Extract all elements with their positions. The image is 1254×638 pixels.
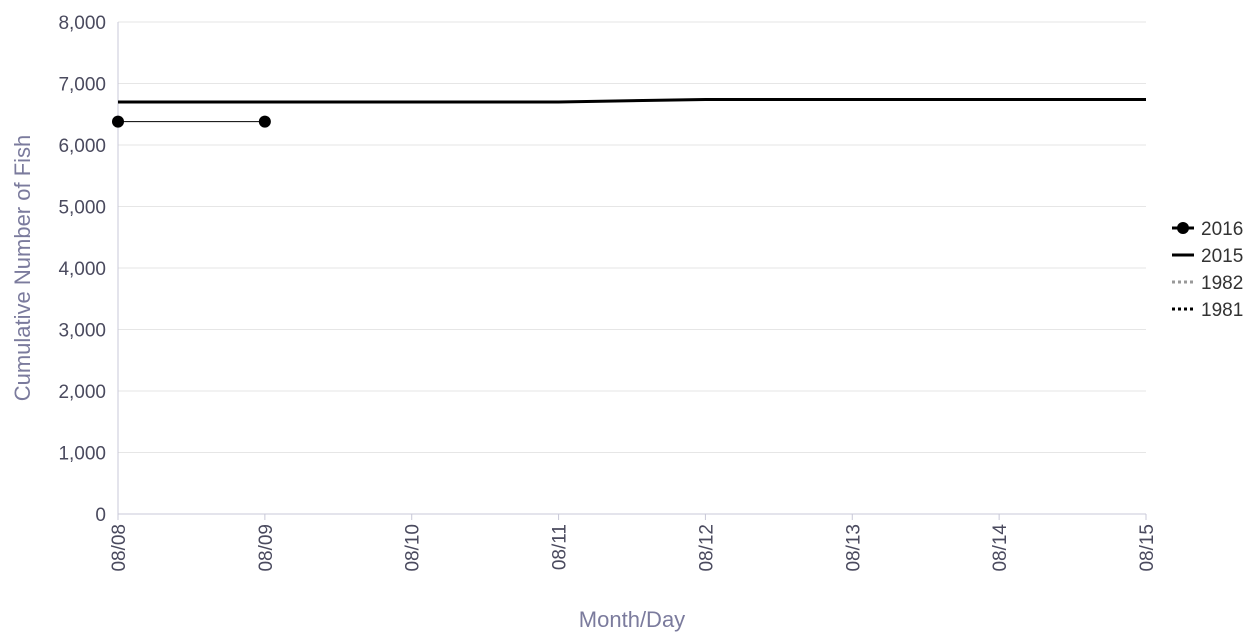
x-tick-label: 08/10: [403, 524, 424, 572]
legend-label: 2016: [1201, 219, 1243, 240]
x-tick-label: 08/11: [550, 524, 571, 570]
y-tick-label: 5,000: [58, 198, 106, 219]
y-tick-label: 1,000: [58, 444, 106, 465]
legend-item-2015[interactable]: 2015: [1172, 246, 1243, 267]
y-tick-label: 3,000: [58, 321, 106, 342]
y-tick-label: 8,000: [58, 13, 106, 34]
x-tick-label: 08/15: [1137, 524, 1158, 572]
x-axis-title: Month/Day: [579, 607, 685, 632]
legend-item-1982[interactable]: 1982: [1172, 273, 1243, 294]
y-tick-label: 4,000: [58, 259, 106, 280]
legend-item-2016[interactable]: 2016: [1172, 219, 1243, 240]
legend-label: 2015: [1201, 246, 1243, 267]
y-tick-label: 2,000: [58, 382, 106, 403]
x-tick-label: 08/08: [109, 524, 130, 572]
series-layer: [112, 97, 1146, 128]
series-point-2016: [112, 115, 124, 128]
grid-lines: [118, 21, 1146, 453]
legend-item-1981[interactable]: 1981: [1172, 300, 1243, 321]
x-tick-label: 08/09: [256, 524, 277, 572]
legend-marker: [1177, 222, 1189, 234]
y-axis-title: Cumulative Number of Fish: [10, 135, 35, 402]
series-line-2015: [118, 97, 1146, 104]
x-tick-label: 08/13: [843, 524, 864, 572]
y-tick-labels: 0 1,000 2,000 3,000 4,000 5,000 6,000 7,000 8,00…: [58, 13, 106, 526]
y-tick-label: 6,000: [58, 136, 106, 157]
legend-label: 1982: [1201, 273, 1243, 294]
y-tick-label: 0: [95, 505, 106, 526]
x-tick-labels: 08/08 08/09 08/10 08/11 08/12 08/13 08/14 08/15: [109, 514, 1158, 572]
series-point-2016: [258, 115, 271, 128]
legend-label: 1981: [1201, 300, 1243, 321]
legend: 2016 2015 1982 1981: [1172, 219, 1243, 321]
y-tick-label: 7,000: [58, 75, 106, 96]
x-tick-label: 08/12: [696, 524, 717, 572]
x-tick-label: 08/14: [990, 524, 1011, 572]
